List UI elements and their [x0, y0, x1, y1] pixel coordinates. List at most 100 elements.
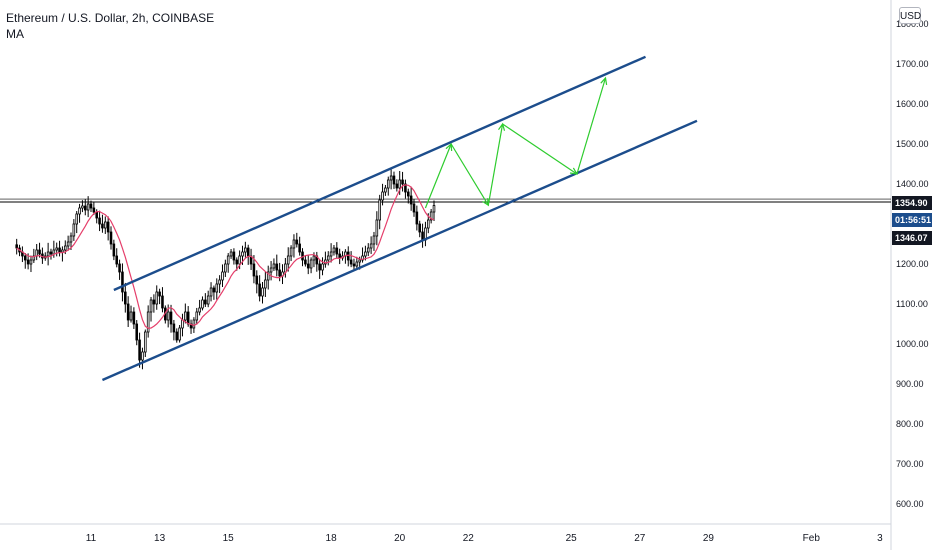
candle: [198, 307, 201, 313]
candle: [35, 249, 38, 257]
candle: [224, 263, 227, 273]
candle: [192, 319, 196, 329]
candle: [218, 279, 221, 285]
candle: [184, 311, 187, 321]
candle: [252, 263, 256, 277]
candle: [209, 287, 213, 297]
projection-segment: [450, 143, 489, 206]
candle: [406, 191, 410, 197]
price-tick-label: 900.00: [896, 379, 924, 389]
candle: [261, 287, 264, 297]
candle: [318, 263, 321, 271]
candle: [229, 251, 233, 257]
price-tick-label: 1400.00: [896, 179, 929, 189]
candle: [201, 299, 204, 309]
projection-segment: [576, 77, 607, 175]
candle: [418, 223, 421, 233]
candle: [289, 247, 293, 257]
candle: [415, 211, 419, 225]
candle: [101, 223, 104, 229]
projection-segment: [502, 123, 578, 175]
candle: [204, 299, 207, 305]
time-tick-label: 3: [877, 533, 883, 544]
candle: [149, 299, 153, 313]
candle: [332, 247, 336, 253]
candle: [86, 203, 90, 211]
candle: [118, 263, 121, 273]
candle: [409, 195, 413, 205]
candle: [72, 223, 76, 237]
price-tick-label: 700.00: [896, 459, 924, 469]
candle: [352, 263, 356, 267]
time-axis[interactable]: 11 13 15 18 20 22 25 27 29 Feb 3: [86, 533, 883, 544]
candle: [169, 311, 173, 325]
candle: [361, 255, 364, 261]
candle: [329, 251, 333, 257]
candle: [369, 243, 373, 249]
candle: [226, 255, 230, 265]
ma-indicator-label[interactable]: MA: [6, 27, 24, 41]
candle: [135, 323, 139, 341]
candle: [46, 251, 50, 257]
candle: [355, 261, 359, 267]
price-tick-label: 1600.00: [896, 99, 929, 109]
last-price-label: 1346.07: [895, 233, 928, 243]
candle: [378, 199, 381, 221]
projection-segment: [487, 123, 504, 206]
symbol-title[interactable]: Ethereum / U.S. Dollar, 2h, COINBASE: [6, 11, 215, 25]
candle: [144, 331, 147, 353]
candle: [121, 271, 124, 293]
candle: [221, 271, 224, 281]
price-axis[interactable]: 1800.001700.001600.001500.001400.001300.…: [896, 19, 929, 509]
candle: [309, 259, 313, 269]
candle: [426, 219, 430, 229]
moving-average-layer: [16, 184, 435, 330]
candle: [158, 291, 161, 297]
candle: [429, 211, 433, 221]
price-labels: 1354.90 01:56:51 1346.07: [892, 196, 932, 245]
candle: [92, 207, 96, 213]
candle: [392, 175, 396, 185]
candle: [335, 247, 339, 255]
candle: [272, 263, 276, 269]
candle: [321, 263, 324, 271]
price-tick-label: 600.00: [896, 499, 924, 509]
price-tick-label: 1100.00: [896, 299, 928, 309]
resistance-price-label: 1354.90: [895, 198, 928, 208]
candle: [152, 299, 156, 305]
candle: [266, 271, 270, 281]
drawings-layer: [101, 55, 698, 382]
candle: [275, 263, 279, 271]
candle: [178, 327, 181, 341]
candle: [246, 247, 250, 257]
candle: [146, 311, 150, 333]
price-tick-label: 1800.00: [896, 19, 929, 29]
time-tick-label: 22: [463, 533, 475, 544]
currency-button[interactable]: USD: [899, 7, 921, 24]
candle: [124, 291, 127, 305]
candle: [141, 351, 144, 361]
candle: [81, 205, 84, 209]
candle: [255, 275, 259, 285]
ma-line: [16, 184, 435, 330]
candle: [126, 303, 130, 321]
candle: [366, 247, 370, 253]
channel-upper-line: [113, 55, 646, 292]
time-tick-label: 13: [154, 533, 166, 544]
candle: [232, 251, 236, 261]
candle: [161, 295, 164, 309]
candle: [89, 203, 93, 209]
chart-legend: Ethereum / U.S. Dollar, 2h, COINBASE MA: [6, 10, 214, 42]
candle: [104, 221, 107, 229]
candle: [421, 231, 424, 241]
projection-arrowhead: [600, 76, 608, 86]
candle: [238, 255, 241, 265]
candle: [95, 211, 99, 219]
axes: [0, 0, 892, 550]
candle: [364, 251, 367, 257]
candle: [412, 203, 416, 213]
candle: [278, 269, 281, 277]
candle: [132, 311, 136, 325]
candle: [61, 249, 64, 253]
